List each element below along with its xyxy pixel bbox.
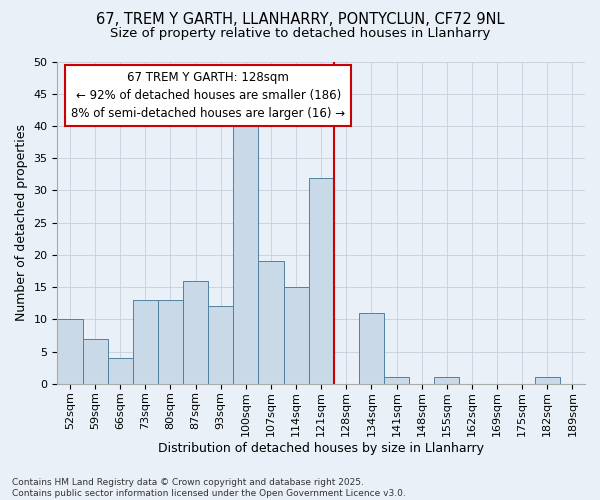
Y-axis label: Number of detached properties: Number of detached properties: [15, 124, 28, 321]
Bar: [434, 378, 460, 384]
Bar: [308, 178, 334, 384]
Bar: [158, 300, 183, 384]
Bar: [535, 378, 560, 384]
Bar: [259, 262, 284, 384]
Bar: [58, 320, 83, 384]
Text: 67, TREM Y GARTH, LLANHARRY, PONTYCLUN, CF72 9NL: 67, TREM Y GARTH, LLANHARRY, PONTYCLUN, …: [96, 12, 504, 28]
Bar: [233, 126, 259, 384]
Bar: [359, 313, 384, 384]
Text: Size of property relative to detached houses in Llanharry: Size of property relative to detached ho…: [110, 28, 490, 40]
Bar: [208, 306, 233, 384]
Bar: [83, 338, 107, 384]
Bar: [284, 287, 308, 384]
Bar: [133, 300, 158, 384]
Text: 67 TREM Y GARTH: 128sqm
← 92% of detached houses are smaller (186)
8% of semi-de: 67 TREM Y GARTH: 128sqm ← 92% of detache…: [71, 71, 345, 120]
Bar: [107, 358, 133, 384]
Bar: [183, 280, 208, 384]
X-axis label: Distribution of detached houses by size in Llanharry: Distribution of detached houses by size …: [158, 442, 484, 455]
Bar: [384, 378, 409, 384]
Text: Contains HM Land Registry data © Crown copyright and database right 2025.
Contai: Contains HM Land Registry data © Crown c…: [12, 478, 406, 498]
